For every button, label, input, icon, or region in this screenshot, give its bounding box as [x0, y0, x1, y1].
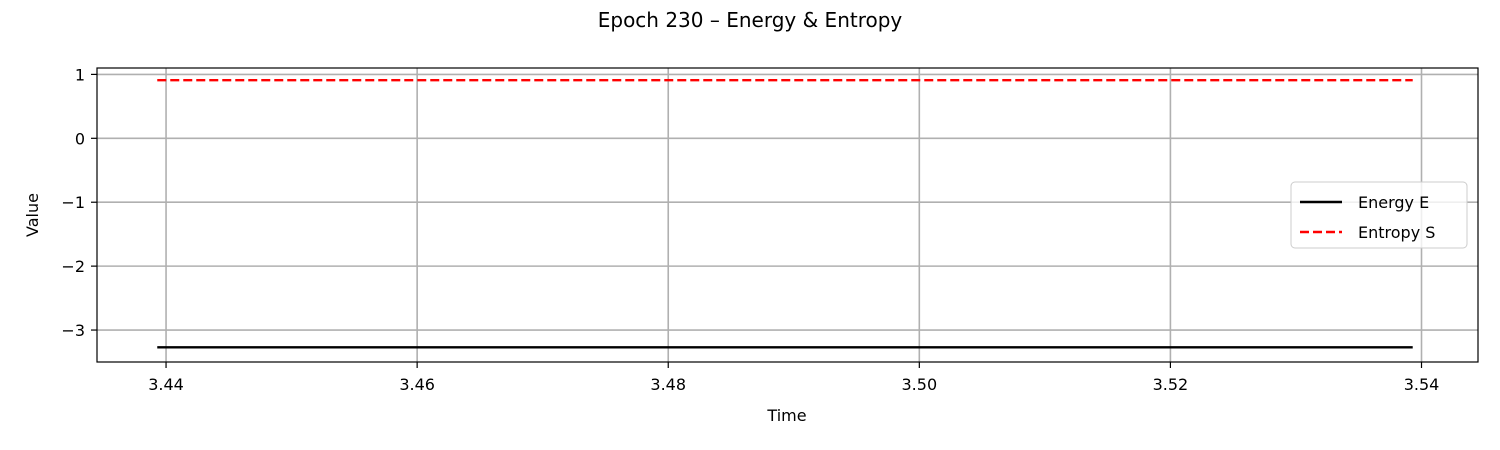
x-tick-label: 3.44	[148, 375, 184, 394]
y-tick-label: 0	[75, 129, 85, 148]
x-tick-label: 3.46	[399, 375, 435, 394]
y-tick-label: −2	[61, 257, 85, 276]
chart-title: Epoch 230 – Energy & Entropy	[598, 8, 903, 32]
x-tick-label: 3.54	[1404, 375, 1440, 394]
x-tick-label: 3.52	[1153, 375, 1189, 394]
x-tick-label: 3.48	[650, 375, 686, 394]
legend-label: Energy E	[1358, 193, 1429, 212]
y-axis-label: Value	[23, 193, 42, 237]
legend-label: Entropy S	[1358, 223, 1435, 242]
x-axis-label: Time	[766, 406, 806, 425]
y-tick-label: 1	[75, 65, 85, 84]
series-lines	[157, 78, 1413, 349]
axis-ticks: 3.44 3.46 3.48 3.50 3.52 3.54 1 0 −1 −2 −3	[61, 65, 1439, 394]
x-tick-label: 3.50	[902, 375, 938, 394]
grid-lines	[97, 68, 1478, 362]
y-tick-label: −1	[61, 193, 85, 212]
legend: Energy E Entropy S	[1290, 181, 1468, 249]
plot-frame	[96, 67, 1479, 363]
y-tick-label: −3	[61, 321, 85, 340]
